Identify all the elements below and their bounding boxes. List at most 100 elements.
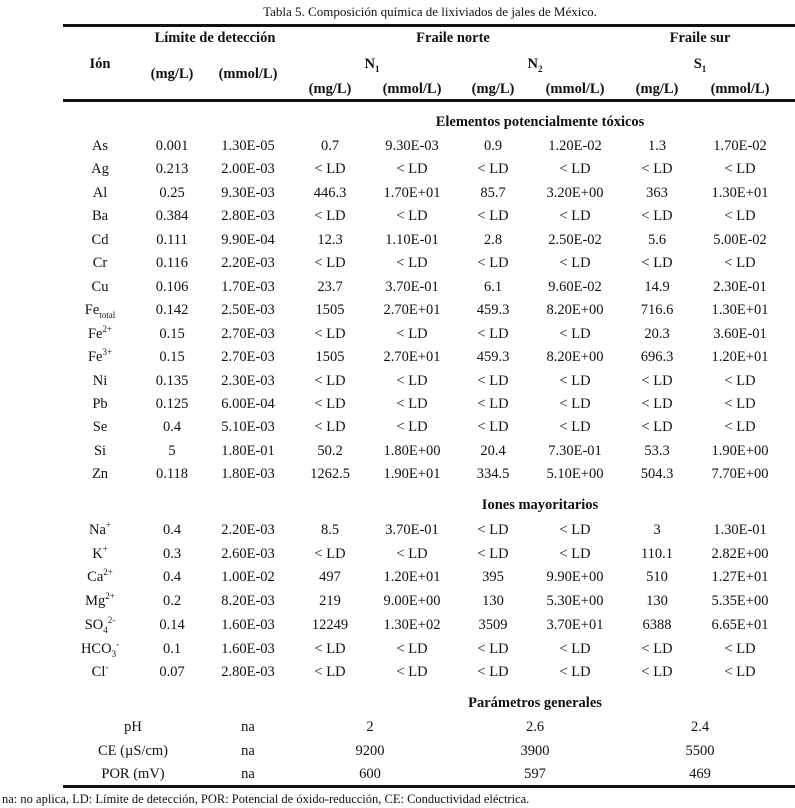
cell-n2-mmolL: < LD [559,395,591,412]
cell-limite-mmolL: 1.60E-03 [221,616,275,633]
cell-limite-mgL: 0.125 [155,395,189,412]
cell-s1-mmolL: 1.30E-01 [713,522,767,538]
cell-s1-mmolL: 2.82E+00 [711,545,769,562]
cell-n1-mmolL: < LD [396,325,428,342]
ion-symbol: Fe [87,349,103,366]
ion-label: Fe3+ [88,348,112,366]
cell-n1-mgL: 12.3 [317,231,343,248]
parameter-s1: 469 [689,766,711,782]
cell-n1-mgL: 12249 [311,616,349,633]
cell-limite-mgL: 0.4 [162,569,182,586]
header-n1: N1 [364,56,380,74]
cell-n1-mmolL: 9.00E+00 [383,593,441,610]
cell-n2-mmolL: < LD [559,522,591,538]
cell-s1-mgL: 363 [646,184,668,201]
ion-charge: 2+ [103,567,113,578]
cell-n1-mgL: 50.2 [317,442,343,459]
parameter-n1: 9200 [355,742,385,759]
cell-n1-mgL: 219 [319,593,341,610]
cell-limite-mmolL: 1.80E-03 [221,466,275,483]
cell-n1-mmolL: < LD [396,208,428,225]
cell-n1-mmolL: < LD [396,640,428,657]
cell-n2-mgL: < LD [477,545,509,562]
cell-s1-mgL: < LD [641,395,673,412]
header-limite-mmolL: (mmol/L) [218,66,278,82]
ion-subscript: 4 [103,624,108,635]
cell-s1-mgL: < LD [641,372,673,389]
cell-n2-mmolL: < LD [559,325,591,342]
cell-limite-mmolL: 2.20E-03 [221,522,275,538]
cell-s1-mmolL: 1.30E+01 [711,184,769,201]
ion-subscript: total [99,310,116,321]
cell-limite-mgL: 5 [168,442,176,459]
cell-limite-mmolL: 2.70E-03 [221,349,275,366]
cell-n1-mmolL: < LD [396,372,428,389]
cell-n2-mmolL: 9.60E-02 [548,278,602,295]
cell-limite-mgL: 0.135 [155,372,189,389]
ion-symbol: SO [84,616,104,633]
cell-n2-mgL: 395 [482,569,504,586]
ion-symbol: Se [92,419,108,436]
ion-symbol: HCO [80,640,112,657]
parameter-limite: na [241,742,255,759]
ion-label: Ca2+ [87,568,113,586]
cell-s1-mgL: 14.9 [644,278,670,295]
cell-limite-mgL: 0.15 [159,349,185,366]
cell-limite-mgL: 0.25 [159,184,185,201]
cell-n2-mmolL: 9.90E+00 [546,569,604,586]
ion-label: SO42- [84,615,116,635]
cell-s1-mgL: 696.3 [640,349,674,366]
ion-label: Zn [92,465,108,483]
ion-label: Na+ [89,521,111,539]
section-title: Elementos potencialmente tóxicos [435,114,645,130]
cell-n2-mmolL: 3.20E+00 [546,184,604,201]
cell-s1-mgL: 716.6 [640,302,674,319]
cell-limite-mgL: 0.111 [156,231,188,248]
cell-n1-mmolL: 1.30E+02 [383,616,441,633]
cell-limite-mmolL: 2.80E-03 [221,208,275,225]
header-unit-s1-mmolL: (mmol/L) [710,81,770,97]
cell-n2-mmolL: < LD [559,372,591,389]
cell-n1-mgL: 23.7 [317,278,343,295]
header-limite-mgL: (mg/L) [150,66,194,82]
cell-n2-mmolL: 3.70E+01 [546,616,604,633]
cell-limite-mgL: 0.4 [162,419,182,436]
ion-label: HCO3- [80,638,120,658]
ion-label: Ag [91,160,109,178]
cell-s1-mmolL: 5.00E-02 [713,231,767,248]
ion-symbol: Ba [91,208,109,225]
header-limite: Límite de detección [154,30,276,46]
ion-symbol: Cr [92,255,108,272]
ion-charge: - [116,638,120,649]
cell-s1-mgL: 130 [646,593,668,610]
cell-n2-mgL: < LD [477,255,509,272]
cell-limite-mmolL: 1.30E-05 [221,138,275,154]
header-unit-s1-mgL: (mg/L) [635,81,679,97]
cell-n2-mgL: < LD [477,522,509,538]
parameter-n1: 2 [366,719,374,735]
parameter-s1: 5500 [685,742,715,759]
cell-s1-mmolL: < LD [724,640,756,657]
cell-n2-mgL: < LD [477,372,509,389]
cell-limite-mmolL: 6.00E-04 [221,395,275,412]
cell-n1-mgL: 497 [319,569,341,586]
cell-limite-mgL: 0.001 [155,138,189,154]
ion-symbol: Cd [91,231,109,248]
ion-symbol: As [91,138,109,154]
cell-limite-mgL: 0.106 [155,278,189,295]
cell-s1-mgL: 6388 [642,616,672,633]
cell-n1-mgL: < LD [314,372,346,389]
ion-charge: - [105,662,109,673]
ion-label: Cr [93,254,108,272]
ion-symbol: Si [93,442,107,459]
header-ion: Ión [89,56,111,72]
cell-limite-mgL: 0.3 [162,545,182,562]
cell-n2-mgL: 459.3 [476,349,510,366]
cell-limite-mmolL: 2.30E-03 [221,372,275,389]
cell-n2-mgL: < LD [477,325,509,342]
table-caption: Tabla 5. Composición química de lixiviad… [263,4,597,19]
cell-s1-mgL: 53.3 [644,442,670,459]
cell-s1-mmolL: 1.20E+01 [711,349,769,366]
cell-n2-mmolL: < LD [559,545,591,562]
cell-n1-mgL: 8.5 [320,522,340,538]
